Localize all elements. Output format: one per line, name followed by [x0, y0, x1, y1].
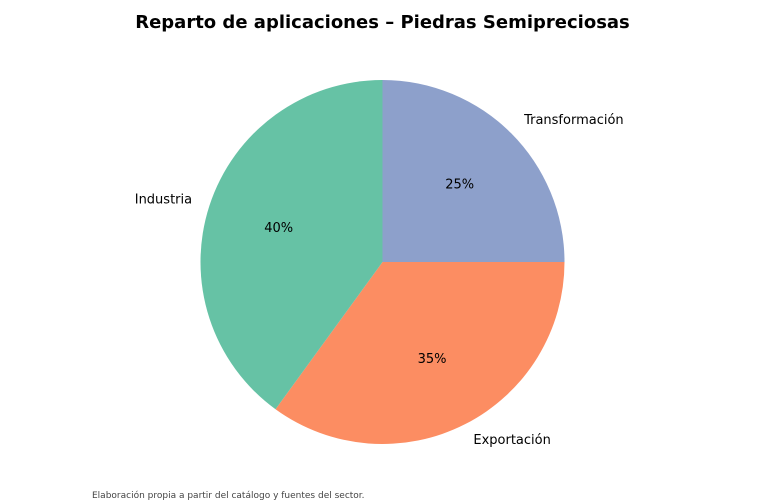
pie-slice-transformacion [382, 80, 565, 262]
slice-label-industria: Industria [135, 193, 192, 208]
chart-title: Reparto de aplicaciones – Piedras Semipr… [135, 12, 630, 33]
slice-label-exportacion: Exportación [473, 433, 550, 448]
pie-slice-industria [200, 79, 383, 410]
slice-value-exportacion: 35% [418, 352, 447, 367]
slice-label-transformacion: Transformación [523, 113, 624, 128]
pie-labels: Transformación 25% Exportación 35% Industria… [135, 113, 624, 448]
pie-slices [200, 79, 565, 444]
slice-value-transformacion: 25% [445, 177, 474, 192]
pie-slice-exportacion [275, 262, 565, 444]
source-note: Elaboración propia a partir del catálogo… [92, 490, 365, 501]
slice-value-industria: 40% [264, 221, 293, 236]
